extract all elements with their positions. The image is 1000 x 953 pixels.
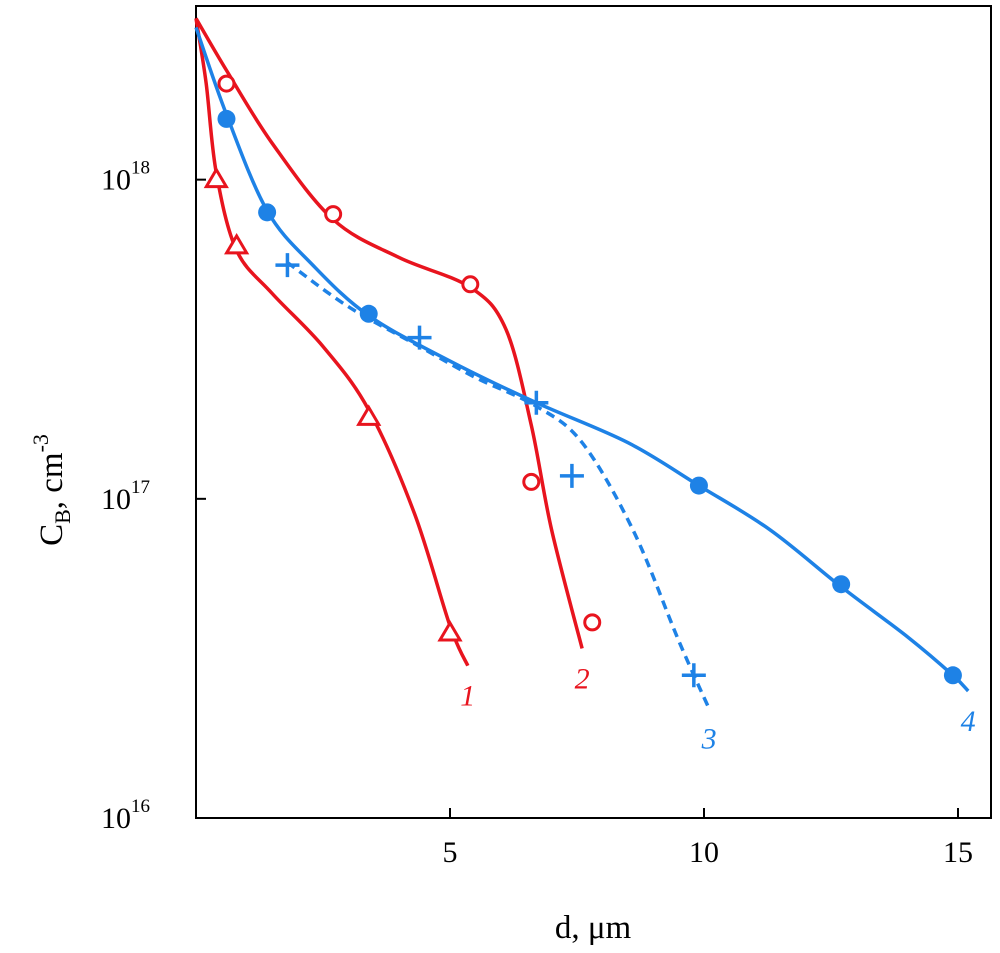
axis-ticks: 5 10 15 1018 1017 1016 bbox=[101, 158, 973, 869]
y-tick-label: 1018 bbox=[101, 158, 150, 197]
series-1-point bbox=[356, 404, 382, 426]
series-2-point bbox=[583, 613, 602, 632]
series-2-point bbox=[324, 205, 343, 224]
series-3-point bbox=[275, 253, 300, 278]
series-3-label: 3 bbox=[701, 723, 717, 756]
series-3-line bbox=[286, 261, 711, 710]
series-2-point bbox=[217, 74, 236, 93]
series-3-point bbox=[524, 390, 549, 415]
series-1-line bbox=[194, 18, 470, 667]
x-tick-label: 15 bbox=[943, 836, 973, 869]
x-tick-label: 5 bbox=[443, 836, 458, 869]
series-3-point bbox=[407, 325, 432, 350]
series-4-point bbox=[832, 575, 851, 594]
plot-frame bbox=[195, 5, 992, 819]
x-tick-label: 10 bbox=[689, 836, 719, 869]
series-2-line bbox=[194, 17, 584, 649]
series-1-point bbox=[224, 232, 250, 255]
curve-labels: 1 2 3 4 bbox=[460, 662, 975, 755]
series-4-point bbox=[689, 476, 708, 495]
series-4-label: 4 bbox=[961, 705, 976, 738]
y-tick-label: 1017 bbox=[101, 477, 150, 516]
series-4-point bbox=[359, 304, 378, 323]
data-markers bbox=[203, 74, 962, 688]
x-axis-label: d, μm bbox=[555, 910, 632, 946]
series-3-point bbox=[681, 663, 706, 688]
series-2-label: 2 bbox=[575, 662, 590, 695]
series-4-point bbox=[258, 203, 277, 222]
series-4-point bbox=[217, 109, 236, 128]
series-3-point bbox=[559, 463, 584, 488]
series-4-point bbox=[943, 666, 962, 685]
series-2-point bbox=[461, 275, 480, 294]
series-2-point bbox=[522, 472, 541, 491]
y-axis-label: CB, cm-3 bbox=[28, 434, 75, 546]
y-tick-label: 1016 bbox=[101, 796, 150, 835]
series-1-point bbox=[437, 619, 463, 642]
series-1-point bbox=[203, 166, 229, 189]
series-1-label: 1 bbox=[460, 680, 475, 713]
